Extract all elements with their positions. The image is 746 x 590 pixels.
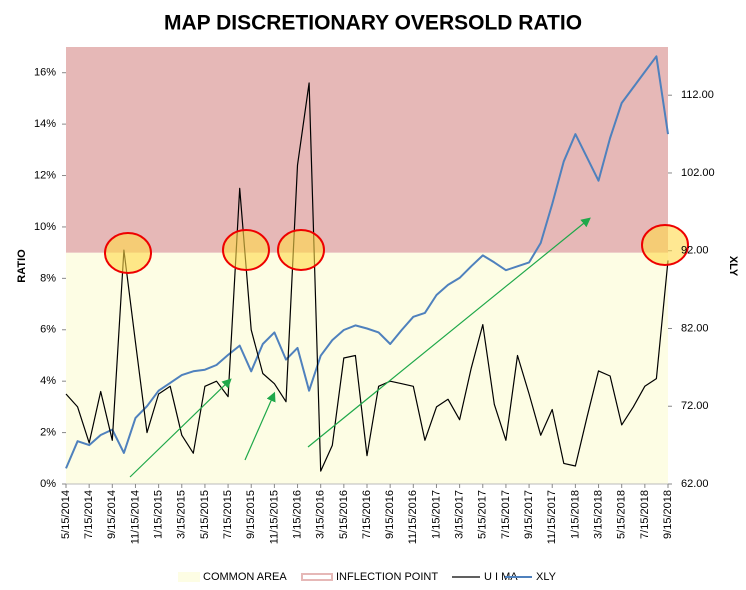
x-tick-label: 9/15/2016 — [384, 490, 396, 539]
highlight-circle — [222, 229, 270, 271]
x-tick-label: 5/15/2014 — [60, 490, 72, 539]
y2-tick-label: 112.00 — [681, 89, 714, 101]
x-tick-label: 9/15/2018 — [662, 490, 674, 539]
x-tick-label: 7/15/2014 — [83, 490, 95, 539]
x-tick-label: 3/15/2017 — [454, 490, 466, 539]
x-tick-label: 11/15/2016 — [407, 490, 419, 544]
y2-tick-label: 102.00 — [681, 167, 715, 179]
inflection-area — [66, 47, 668, 253]
x-tick-label: 3/15/2016 — [315, 490, 327, 539]
x-tick-label: 7/15/2017 — [500, 490, 512, 539]
x-tick-label: 11/15/2017 — [546, 490, 558, 544]
x-tick-label: 1/15/2018 — [569, 490, 581, 539]
x-tick-label: 11/15/2015 — [268, 490, 280, 544]
y-tick-label: 4% — [40, 375, 56, 387]
highlight-circle — [104, 232, 152, 274]
x-tick-label: 1/15/2017 — [430, 490, 442, 539]
legend-label: U I MA — [484, 571, 518, 583]
x-tick-label: 9/15/2014 — [106, 490, 118, 539]
x-tick-label: 7/15/2016 — [361, 490, 373, 539]
series-line — [65, 82, 669, 472]
legend-swatch — [301, 573, 333, 581]
y-axis-label: RATIO — [16, 249, 28, 283]
x-tick-label: 11/15/2014 — [129, 490, 141, 544]
y-tick-label: 8% — [40, 272, 56, 284]
x-tick-label: 5/15/2018 — [616, 490, 628, 539]
legend-label: COMMON AREA — [203, 571, 287, 583]
legend-label: INFLECTION POINT — [336, 571, 438, 583]
x-tick-label: 3/15/2018 — [592, 490, 604, 539]
x-tick-label: 7/15/2018 — [639, 490, 651, 539]
highlight-circle — [277, 229, 325, 271]
y2-tick-label: 62.00 — [681, 478, 709, 490]
x-tick-label: 1/15/2016 — [291, 490, 303, 539]
x-tick-label: 9/15/2017 — [523, 490, 535, 539]
common-area — [66, 252, 668, 484]
trend-arrow — [307, 217, 591, 448]
legend-swatch — [178, 572, 200, 582]
x-tick-label: 5/15/2016 — [338, 490, 350, 539]
x-tick-label: 5/15/2015 — [199, 490, 211, 539]
y-tick-label: 10% — [34, 221, 56, 233]
series-line — [65, 55, 669, 469]
x-tick-label: 1/15/2015 — [153, 490, 165, 539]
y-tick-label: 14% — [34, 118, 56, 130]
y2-tick-label: 82.00 — [681, 322, 709, 334]
trend-arrow — [244, 391, 276, 461]
chart-title: MAP DISCRETIONARY OVERSOLD RATIO — [164, 12, 582, 35]
y2-tick-label: 72.00 — [681, 400, 709, 412]
highlight-circle — [641, 224, 689, 266]
x-tick-label: 5/15/2017 — [477, 490, 489, 539]
x-tick-label: 9/15/2015 — [245, 490, 257, 539]
y-tick-label: 6% — [40, 324, 56, 336]
legend-label: XLY — [536, 571, 557, 583]
y2-tick-label: 92.00 — [681, 245, 709, 257]
x-tick-label: 7/15/2015 — [222, 490, 234, 539]
y-tick-label: 2% — [40, 426, 56, 438]
trend-arrow — [129, 378, 232, 478]
x-tick-label: 3/15/2015 — [176, 490, 188, 539]
annotations — [104, 217, 689, 478]
y-tick-label: 12% — [34, 169, 56, 181]
y-tick-label: 0% — [40, 478, 56, 490]
y-tick-label: 16% — [34, 67, 56, 79]
y2-axis-label: XLY — [727, 256, 739, 277]
